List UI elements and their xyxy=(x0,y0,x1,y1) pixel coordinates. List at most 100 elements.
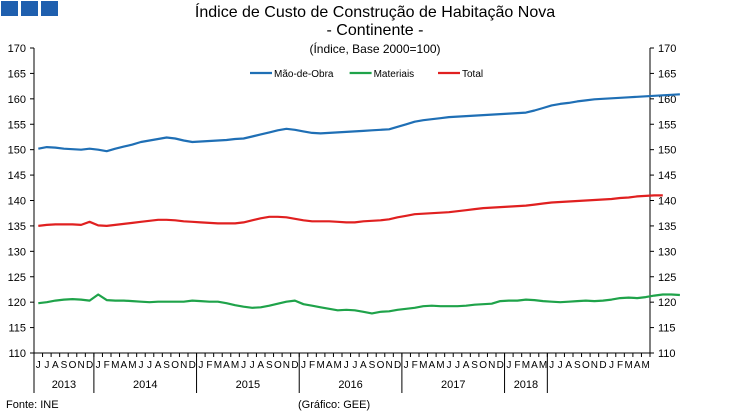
y-tick-label-left: 135 xyxy=(8,221,26,233)
y-tick-label-left: 110 xyxy=(8,348,26,360)
month-label: A xyxy=(257,360,264,371)
y-tick-label-left: 160 xyxy=(8,94,26,106)
month-label: O xyxy=(274,360,282,371)
chart-title: Índice de Custo de Construção de Habitaç… xyxy=(194,4,556,21)
month-label: O xyxy=(377,360,385,371)
y-tick-label-left: 155 xyxy=(8,119,26,131)
month-label: M xyxy=(214,360,222,371)
month-label: O xyxy=(69,360,77,371)
month-label: A xyxy=(531,360,538,371)
month-label: S xyxy=(574,360,581,371)
month-label: M xyxy=(128,360,136,371)
month-label: F xyxy=(412,360,418,371)
month-label: F xyxy=(206,360,212,371)
legend-label: Materiais xyxy=(374,69,415,80)
month-label: O xyxy=(171,360,179,371)
month-label: M xyxy=(334,360,342,371)
month-label: O xyxy=(479,360,487,371)
month-label: J xyxy=(404,360,409,371)
month-label: A xyxy=(428,360,435,371)
month-label: D xyxy=(86,360,93,371)
series-line-total xyxy=(38,194,663,227)
month-label: N xyxy=(591,360,598,371)
month-label: D xyxy=(189,360,196,371)
y-tick-label-right: 120 xyxy=(658,297,676,309)
month-label: F xyxy=(617,360,623,371)
y-tick-label-left: 145 xyxy=(8,170,26,182)
chart-credit: (Gráfico: GEE) xyxy=(298,399,371,411)
month-label: J xyxy=(455,360,460,371)
month-label: D xyxy=(291,360,298,371)
month-label: J xyxy=(506,360,511,371)
y-tick-label-left: 170 xyxy=(8,43,26,55)
y-tick-label-left: 165 xyxy=(8,68,26,80)
brand-logo xyxy=(1,1,58,16)
month-label: D xyxy=(394,360,401,371)
y-tick-label-right: 155 xyxy=(658,119,676,131)
month-label: M xyxy=(624,360,632,371)
source-note: Fonte: INE xyxy=(6,399,59,411)
month-label: M xyxy=(111,360,119,371)
month-label: J xyxy=(344,360,349,371)
month-label: N xyxy=(77,360,84,371)
month-label: D xyxy=(599,360,606,371)
y-tick-label-right: 145 xyxy=(658,170,676,182)
month-label: A xyxy=(155,360,162,371)
month-label: A xyxy=(360,360,367,371)
y-tick-label-left: 150 xyxy=(8,145,26,157)
y-tick-label-right: 150 xyxy=(658,145,676,157)
month-label: M xyxy=(419,360,427,371)
y-tick-label-right: 170 xyxy=(658,43,676,55)
legend-label: Mão-de-Obra xyxy=(274,69,334,80)
month-label: S xyxy=(471,360,478,371)
y-tick-label-left: 120 xyxy=(8,297,26,309)
month-label: J xyxy=(241,360,246,371)
month-label: J xyxy=(301,360,306,371)
month-label: M xyxy=(642,360,650,371)
month-label: J xyxy=(250,360,255,371)
y-tick-label-right: 125 xyxy=(658,272,676,284)
month-label: J xyxy=(96,360,101,371)
month-label: J xyxy=(558,360,563,371)
month-label: M xyxy=(522,360,530,371)
month-label: N xyxy=(385,360,392,371)
year-label: 2014 xyxy=(133,379,157,391)
month-label: J xyxy=(36,360,41,371)
y-tick-label-right: 110 xyxy=(658,348,676,360)
y-tick-label-right: 135 xyxy=(658,221,676,233)
year-label: 2018 xyxy=(514,379,538,391)
month-label: J xyxy=(138,360,143,371)
chart-subtitle: (Índice, Base 2000=100) xyxy=(309,42,441,56)
month-label: S xyxy=(369,360,376,371)
month-label: D xyxy=(497,360,504,371)
year-label: 2017 xyxy=(441,379,465,391)
year-label: 2015 xyxy=(236,379,260,391)
month-label: A xyxy=(463,360,470,371)
series-line-m-o-de-obra xyxy=(38,93,680,153)
month-label: A xyxy=(120,360,127,371)
y-tick-label-right: 140 xyxy=(658,196,676,208)
year-label: 2013 xyxy=(52,379,76,391)
month-label: J xyxy=(352,360,357,371)
month-label: N xyxy=(283,360,290,371)
y-tick-label-right: 165 xyxy=(658,68,676,80)
month-label: J xyxy=(44,360,49,371)
month-label: A xyxy=(634,360,641,371)
month-label: J xyxy=(198,360,203,371)
month-label: J xyxy=(446,360,451,371)
month-label: A xyxy=(326,360,333,371)
logo-block xyxy=(21,1,38,16)
month-label: J xyxy=(549,360,554,371)
month-label: N xyxy=(180,360,187,371)
year-label: 2016 xyxy=(338,379,362,391)
y-tick-label-right: 160 xyxy=(658,94,676,106)
month-label: J xyxy=(609,360,614,371)
month-label: S xyxy=(163,360,170,371)
month-label: M xyxy=(316,360,324,371)
series-line-materiais xyxy=(38,293,680,315)
month-label: A xyxy=(565,360,572,371)
y-tick-label-left: 125 xyxy=(8,272,26,284)
logo-block xyxy=(1,1,18,16)
month-label: S xyxy=(61,360,68,371)
